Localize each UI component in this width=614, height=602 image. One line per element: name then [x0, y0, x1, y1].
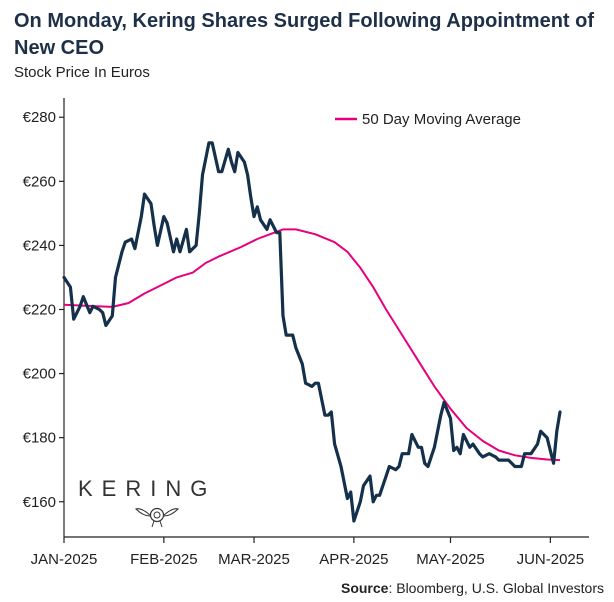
series-line-moving-average: [63, 228, 561, 462]
y-tick-label: €220: [23, 301, 56, 318]
chart-subtitle: Stock Price In Euros: [14, 64, 150, 81]
x-tick-label: MAR-2025: [218, 551, 290, 568]
x-tick-label: JUN-2025: [517, 551, 585, 568]
series-layer: [62, 141, 562, 523]
legend: 50 Day Moving Average: [335, 111, 521, 128]
y-tick-label: €260: [23, 173, 56, 190]
source-note: Source: Bloomberg, U.S. Global Investors: [341, 580, 604, 596]
series-line-stock-price: [62, 141, 562, 523]
x-tick-label: FEB-2025: [130, 551, 198, 568]
logo-wordmark: KERING: [78, 476, 216, 501]
x-tick-label: MAY-2025: [416, 551, 484, 568]
logo-emblem-icon: [134, 507, 180, 528]
source-label: Source: [340, 580, 389, 596]
x-tick-label: APR-2025: [319, 551, 388, 568]
legend-ma-label: 50 Day Moving Average: [362, 111, 521, 128]
source-text: : Bloomberg, U.S. Global Investors: [388, 580, 604, 596]
x-tick-label: JAN-2025: [31, 551, 98, 568]
kering-logo: KERING: [78, 476, 216, 528]
axes: €160 €180 €200 €220 €240 €260 €280 JAN-2025 FEB-…: [23, 98, 589, 568]
chart-title: On Monday, Kering Shares Surged Followin…: [14, 10, 594, 59]
y-tick-label: €240: [23, 237, 56, 254]
y-tick-label: €200: [23, 366, 56, 383]
y-tick-label: €160: [23, 494, 56, 511]
y-tick-label: €280: [23, 109, 56, 126]
y-tick-label: €180: [23, 430, 56, 447]
